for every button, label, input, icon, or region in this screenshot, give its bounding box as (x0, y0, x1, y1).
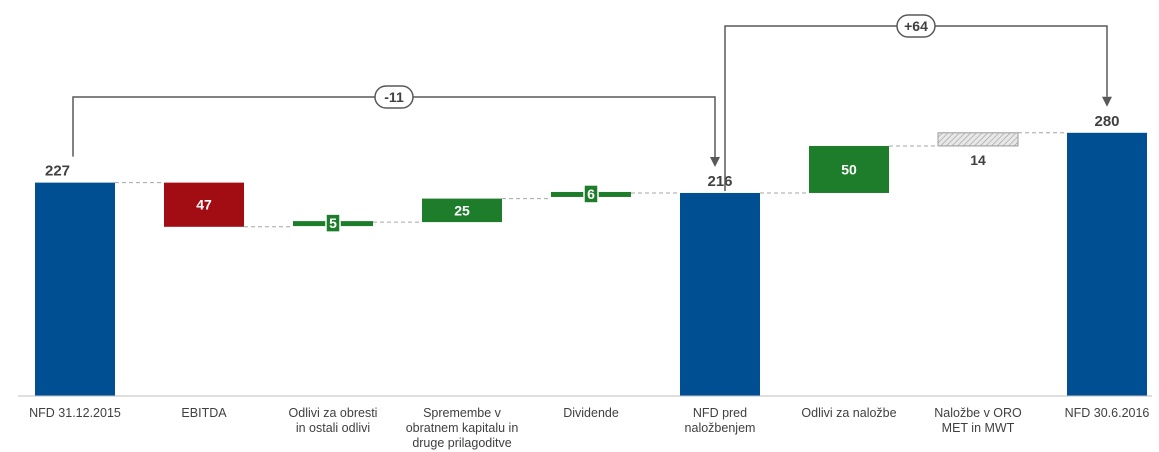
data-label-badge (583, 184, 599, 204)
bracket-arrow (710, 156, 720, 167)
data-label: 14 (970, 152, 986, 168)
total-bar (680, 192, 760, 396)
category-label: in ostali odlivi (296, 421, 370, 435)
bracket-arrow (1102, 96, 1112, 107)
category-label: NFD pred (693, 406, 747, 420)
data-label: 5 (329, 215, 337, 231)
bars: 227 47 5 25 6 216 50 14 280 (35, 113, 1147, 397)
category-label: Dividende (563, 406, 619, 420)
bracket-label: +64 (904, 18, 928, 34)
data-label: 25 (454, 202, 470, 218)
difference-brackets: -11 +64 (72, 14, 1112, 191)
connector-lines (115, 132, 1067, 228)
data-label: 6 (587, 186, 595, 202)
delta-bar (937, 132, 1019, 147)
category-label: Odlivi za obresti (289, 406, 378, 420)
data-label: 227 (45, 163, 70, 180)
category-label: druge prilagoditve (412, 436, 511, 450)
category-label: NFD 31.12.2015 (29, 406, 121, 420)
category-label: Odlivi za naložbe (801, 406, 896, 420)
bracket-label: -11 (384, 89, 404, 105)
bracket-line (724, 25, 1108, 191)
delta-bar (164, 182, 244, 227)
category-label: MET in MWT (942, 421, 1015, 435)
total-bar (35, 182, 115, 396)
category-label: Naložbe v ORO (934, 406, 1022, 420)
data-label-badge (325, 213, 341, 233)
total-bar (1067, 132, 1147, 397)
delta-bar (809, 145, 889, 193)
data-label: 280 (1094, 113, 1119, 130)
category-label: NFD 30.6.2016 (1065, 406, 1150, 420)
bracket-badge (896, 14, 936, 38)
bracket-badge (374, 85, 414, 109)
category-label: naložbenjem (685, 421, 756, 435)
category-label: Spremembe v (423, 406, 502, 420)
data-label: 216 (707, 173, 732, 190)
category-labels: NFD 31.12.2015 EBITDA Odlivi za obrestiin … (29, 406, 1149, 450)
data-label: 47 (196, 197, 212, 213)
data-label: 50 (841, 161, 857, 177)
category-label: EBITDA (181, 406, 227, 420)
delta-bar (422, 198, 502, 223)
category-label: obratnem kapitalu in (406, 421, 519, 435)
